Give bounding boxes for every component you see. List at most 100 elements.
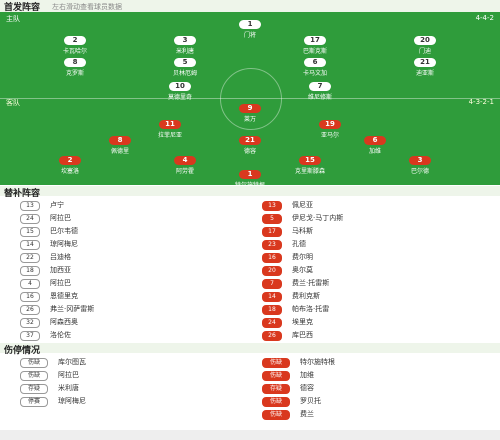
player-name: 莱万 xyxy=(243,116,256,123)
sub-row: 37 洛伦佐 xyxy=(20,329,71,341)
injury-status: 伤缺 xyxy=(20,358,48,368)
player: 8 克罗斯 xyxy=(40,58,110,77)
player: 21 德容 xyxy=(215,136,285,155)
player: 3 米利唐 xyxy=(150,36,220,55)
sub-row: 4 阿拉巴 xyxy=(20,277,71,289)
player: 19 亚马尔 xyxy=(295,120,365,139)
sub-name: 佩尼亚 xyxy=(292,201,313,209)
sub-number: 15 xyxy=(20,227,40,237)
sub-row: 13 佩尼亚 xyxy=(262,199,313,211)
player-number: 1 xyxy=(239,20,261,29)
injury-name: 罗贝托 xyxy=(300,397,321,405)
sub-number: 24 xyxy=(262,318,282,328)
player-name: 坎塞洛 xyxy=(60,168,79,175)
player: 2 卡瓦哈尔 xyxy=(40,36,110,55)
sub-number: 20 xyxy=(262,266,282,276)
sub-name: 孔德 xyxy=(292,240,306,248)
injury-row: 伤缺 库尔图瓦 xyxy=(20,356,86,368)
player: 17 巴斯克斯 xyxy=(280,36,350,55)
sub-number: 32 xyxy=(20,318,40,328)
player-number: 10 xyxy=(169,82,191,91)
sub-name: 阿拉巴 xyxy=(50,279,71,287)
injury-status: 伤缺 xyxy=(262,397,290,407)
player-name: 米利唐 xyxy=(175,48,194,55)
injury-row: 存疑 米利唐 xyxy=(20,382,79,394)
player: 3 巴尔德 xyxy=(385,156,455,175)
injury-row: 伤缺 加维 xyxy=(262,369,314,381)
note: 左右滑动查看球员数据 xyxy=(52,3,122,11)
sub-name: 阿森西奥 xyxy=(50,318,78,326)
injury-name: 琼阿梅尼 xyxy=(58,397,86,405)
player-name: 特尔施特根 xyxy=(215,180,285,189)
player: 9 莱万 xyxy=(215,104,285,123)
sub-row: 24 埃里克 xyxy=(262,316,313,328)
sub-row: 17 马科斯 xyxy=(262,225,313,237)
sub-name: 费尔明 xyxy=(292,253,313,261)
injury-name: 阿拉巴 xyxy=(58,371,79,379)
player-number: 6 xyxy=(364,136,386,145)
player-name: 卡瓦哈尔 xyxy=(62,48,87,55)
sub-number: 7 xyxy=(262,279,282,289)
sub-row: 18 加西亚 xyxy=(20,264,71,276)
player: 8 佩德里 xyxy=(85,136,155,155)
player: 11 拉菲尼亚 xyxy=(135,120,205,139)
player-name: 克罗斯 xyxy=(65,70,84,77)
sub-number: 18 xyxy=(262,305,282,315)
sub-number: 23 xyxy=(262,240,282,250)
injury-row: 伤缺 费兰 xyxy=(262,408,314,420)
sub-name: 库巴西 xyxy=(292,331,313,339)
player-name: 佩德里 xyxy=(110,148,129,155)
player-name: 阿劳霍 xyxy=(175,168,194,175)
player-name: 门迪 xyxy=(418,48,431,55)
injury-status: 伤缺 xyxy=(262,410,290,420)
player-name: 贝林厄姆 xyxy=(172,70,197,77)
sub-row: 15 巴尔韦德 xyxy=(20,225,78,237)
injury-status: 存疑 xyxy=(262,384,290,394)
sub-number: 24 xyxy=(20,214,40,224)
sub-number: 18 xyxy=(20,266,40,276)
sub-name: 费兰·托雷斯 xyxy=(292,279,330,287)
player-number: 19 xyxy=(319,120,341,129)
player-name: 巴斯克斯 xyxy=(302,48,327,55)
player-number: 8 xyxy=(109,136,131,145)
player: 10 莫德里奇 xyxy=(145,82,215,101)
section-title: 伤停情况 xyxy=(4,346,41,356)
sub-row: 20 奥尔莫 xyxy=(262,264,313,276)
player-number: 8 xyxy=(64,58,86,67)
sub-row: 24 阿拉巴 xyxy=(20,212,71,224)
player: 1 门将 xyxy=(215,20,285,39)
away-formation: 4-3-2-1 xyxy=(468,98,494,106)
footer xyxy=(0,430,500,440)
player-name: 卡马文加 xyxy=(302,70,327,77)
injury-status: 伤缺 xyxy=(262,358,290,368)
sub-row: 22 吕迪格 xyxy=(20,251,71,263)
sub-number: 13 xyxy=(20,201,40,211)
injury-name: 德容 xyxy=(300,384,314,392)
injury-name: 特尔施特根 xyxy=(300,358,335,366)
header-bar xyxy=(0,186,500,196)
player-name: 莫德里奇 xyxy=(167,94,192,101)
sub-number: 14 xyxy=(262,292,282,302)
player-number: 3 xyxy=(409,156,431,165)
player-name: 门将 xyxy=(243,32,256,39)
sub-name: 吕迪格 xyxy=(50,253,71,261)
sub-name: 洛伦佐 xyxy=(50,331,71,339)
home-name: 主队 xyxy=(6,15,20,23)
sub-row: 5 伊尼戈·马丁内斯 xyxy=(262,212,343,224)
sub-name: 琼阿梅尼 xyxy=(50,240,78,248)
sub-name: 奥尔莫 xyxy=(292,266,313,274)
sub-number: 5 xyxy=(262,214,282,224)
sub-row: 32 阿森西奥 xyxy=(20,316,78,328)
player-number: 11 xyxy=(159,120,181,129)
injury-status: 伤缺 xyxy=(20,371,48,381)
sub-number: 16 xyxy=(262,253,282,263)
sub-number: 14 xyxy=(20,240,40,250)
injury-name: 米利唐 xyxy=(58,384,79,392)
player: 20 门迪 xyxy=(390,36,460,55)
injury-name: 费兰 xyxy=(300,410,314,418)
player-number: 3 xyxy=(174,36,196,45)
player-number: 17 xyxy=(304,36,326,45)
sub-name: 帕布洛·托雷 xyxy=(292,305,330,313)
sub-row: 16 恩德里克 xyxy=(20,290,78,302)
